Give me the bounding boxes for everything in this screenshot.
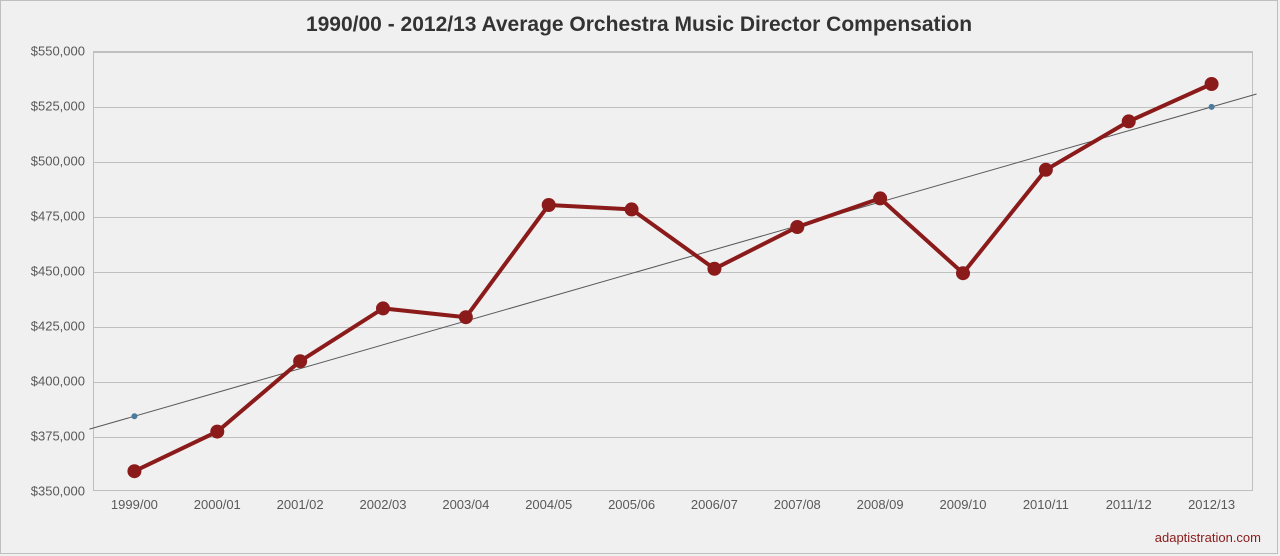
chart-title: 1990/00 - 2012/13 Average Orchestra Musi…: [1, 13, 1277, 37]
y-axis-label: $525,000: [5, 99, 85, 114]
x-axis-label: 2003/04: [442, 497, 489, 512]
y-axis-label: $375,000: [5, 429, 85, 444]
y-axis-label: $450,000: [5, 264, 85, 279]
trend-endpoint-marker: [131, 413, 137, 419]
y-axis-label: $400,000: [5, 374, 85, 389]
trend-endpoint-marker: [1209, 104, 1215, 110]
x-axis-label: 2012/13: [1188, 497, 1235, 512]
data-point-marker: [542, 198, 556, 212]
y-axis-label: $425,000: [5, 319, 85, 334]
x-axis-label: 2005/06: [608, 497, 655, 512]
data-point-marker: [376, 301, 390, 315]
chart-svg: [93, 51, 1253, 491]
y-axis-label: $350,000: [5, 484, 85, 499]
trend-line: [89, 94, 1256, 429]
data-point-marker: [293, 354, 307, 368]
data-point-marker: [873, 191, 887, 205]
data-point-marker: [1205, 77, 1219, 91]
data-point-marker: [127, 464, 141, 478]
x-axis-label: 2002/03: [360, 497, 407, 512]
data-point-marker: [210, 425, 224, 439]
y-axis-label: $500,000: [5, 154, 85, 169]
x-axis-label: 2008/09: [857, 497, 904, 512]
x-axis-label: 2001/02: [277, 497, 324, 512]
x-axis-label: 2010/11: [1023, 497, 1069, 512]
x-axis-label: 2009/10: [940, 497, 987, 512]
x-axis-label: 2000/01: [194, 497, 241, 512]
data-point-marker: [1122, 114, 1136, 128]
y-axis-label: $550,000: [5, 44, 85, 59]
x-axis-label: 2004/05: [525, 497, 572, 512]
data-point-marker: [707, 262, 721, 276]
attribution-text: adaptistration.com: [1155, 530, 1261, 545]
x-axis-label: 2011/12: [1106, 497, 1152, 512]
data-point-marker: [956, 266, 970, 280]
x-axis-label: 2006/07: [691, 497, 738, 512]
data-point-marker: [625, 202, 639, 216]
y-axis-label: $475,000: [5, 209, 85, 224]
x-axis-label: 2007/08: [774, 497, 821, 512]
x-axis-label: 1999/00: [111, 497, 158, 512]
chart-container: 1990/00 - 2012/13 Average Orchestra Musi…: [0, 0, 1278, 554]
data-point-marker: [1039, 163, 1053, 177]
main-series-line: [134, 84, 1211, 471]
data-point-marker: [459, 310, 473, 324]
data-point-marker: [790, 220, 804, 234]
